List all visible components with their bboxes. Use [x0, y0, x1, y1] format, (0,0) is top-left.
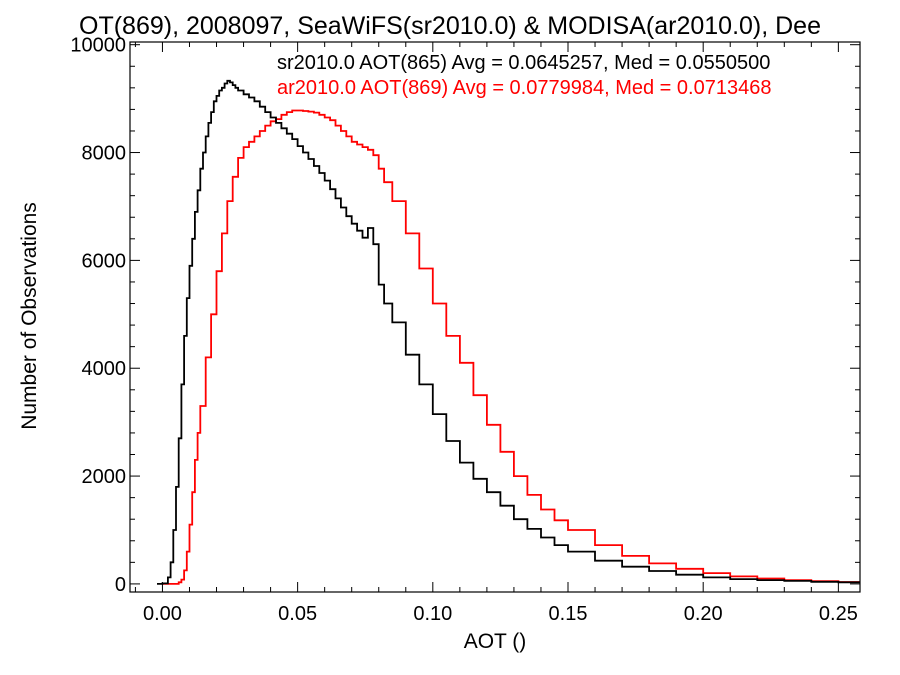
plot-frame	[129, 41, 861, 593]
y-tick-label: 8000	[82, 143, 127, 165]
x-tick-label: 0.15	[549, 603, 588, 625]
y-tick-label: 0	[115, 574, 126, 596]
series-layer	[157, 79, 860, 585]
chart-title: OT(869), 2008097, SeaWiFS(sr2010.0) & MO…	[79, 12, 821, 40]
x-axis-ticks: 0.00 0.05 0.10 0.15 0.20 0.25	[134, 42, 858, 625]
legend: sr2010.0 AOT(865) Avg = 0.0645257, Med =…	[277, 52, 771, 99]
x-axis-label: AOT ()	[464, 630, 527, 653]
legend-entry-2: ar2010.0 AOT(869) Avg = 0.0779984, Med =…	[277, 77, 771, 99]
y-tick-label: 10000	[70, 35, 126, 57]
y-tick-label: 2000	[82, 466, 127, 488]
legend-entry-1: sr2010.0 AOT(865) Avg = 0.0645257, Med =…	[277, 52, 770, 74]
series-line-2	[162, 109, 860, 585]
x-tick-label: 0.20	[684, 603, 723, 625]
y-axis-label: Number of Observations	[18, 202, 41, 430]
x-tick-label: 0.25	[819, 603, 858, 625]
y-tick-label: 6000	[82, 250, 127, 272]
x-tick-label: 0.05	[278, 603, 317, 625]
x-tick-label: 0.10	[413, 603, 452, 625]
y-axis-ticks: 0 2000 4000 6000 8000 10000	[70, 35, 860, 596]
y-tick-label: 4000	[82, 358, 127, 380]
x-tick-label: 0.00	[143, 603, 182, 625]
series-line-1	[157, 79, 860, 585]
